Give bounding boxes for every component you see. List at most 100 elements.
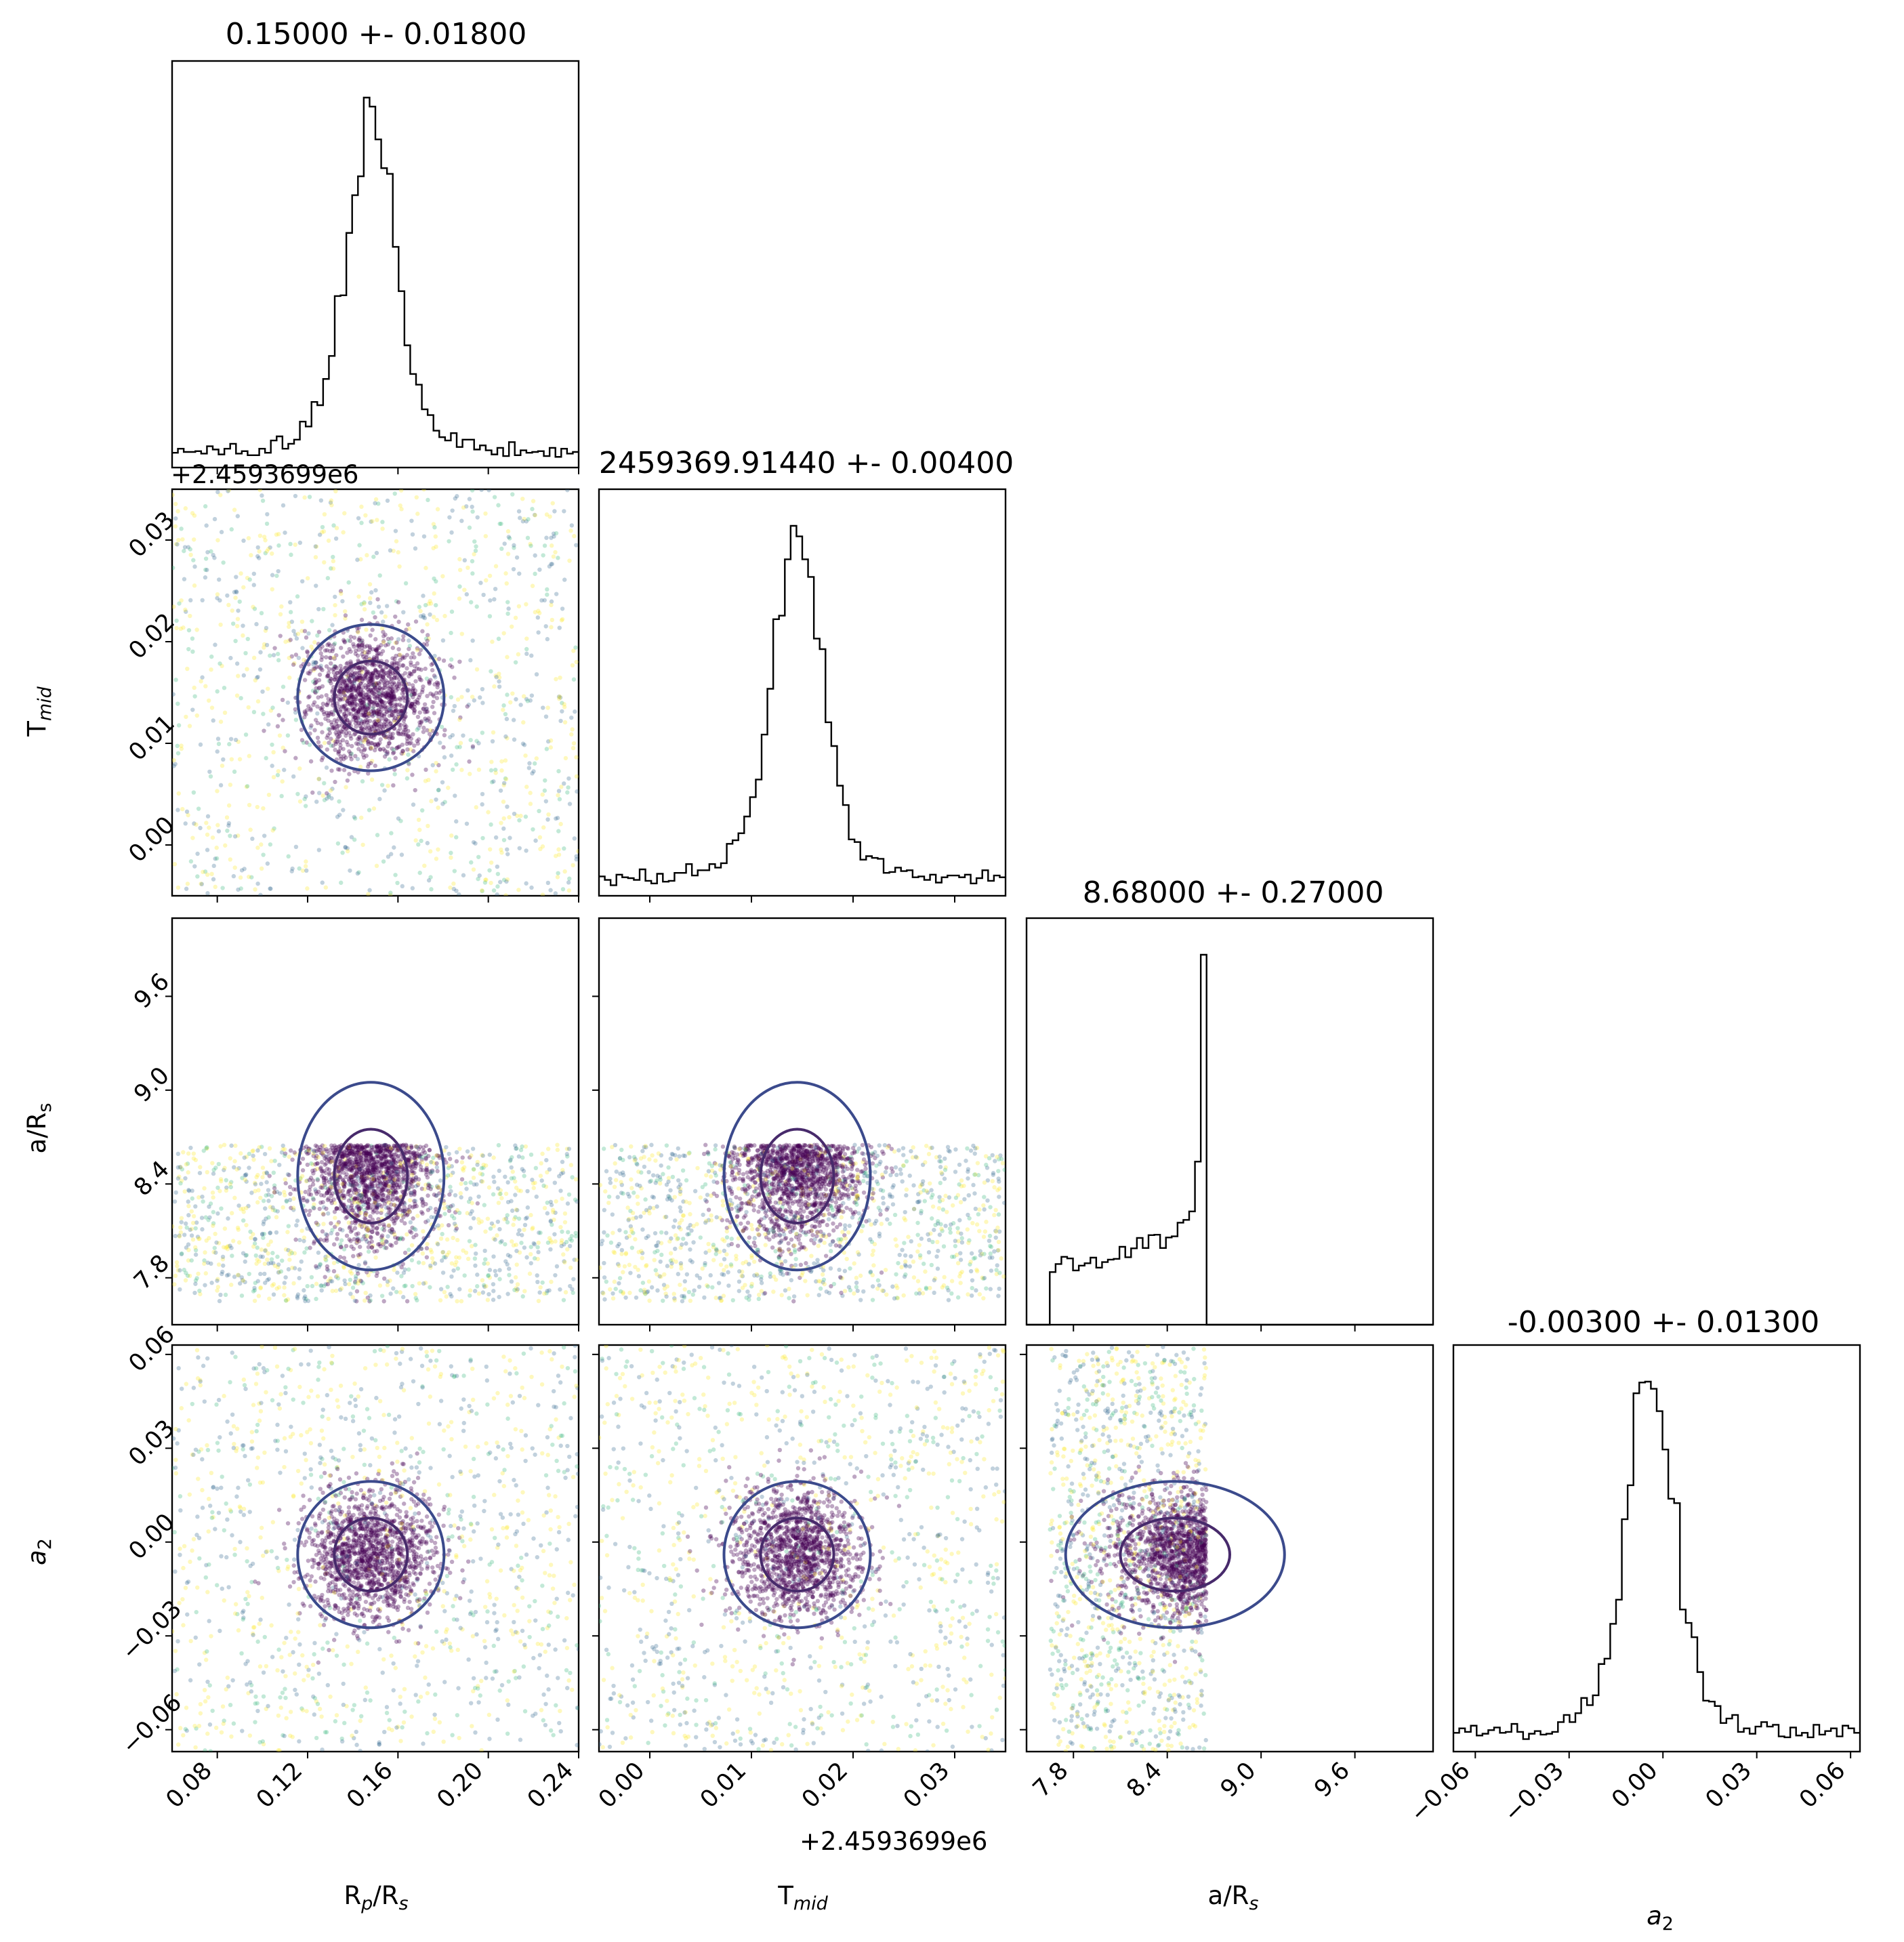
sample-point — [409, 693, 413, 698]
sample-point — [321, 1147, 326, 1152]
sample-point — [326, 641, 331, 646]
sample-point — [373, 669, 378, 674]
sample-point — [400, 749, 406, 753]
sample-point — [231, 1239, 236, 1243]
sample-point — [489, 760, 494, 764]
sample-point — [381, 1299, 386, 1304]
sample-point — [360, 685, 365, 690]
sample-point — [379, 699, 384, 704]
sample-point — [188, 1145, 193, 1151]
sample-point — [528, 791, 533, 796]
sample-point — [387, 741, 392, 746]
sample-point — [405, 1151, 409, 1156]
sample-point — [388, 672, 393, 676]
sample-point — [349, 1203, 354, 1208]
sample-point — [403, 581, 409, 586]
sample-point — [329, 503, 334, 508]
sample-point — [196, 1236, 201, 1241]
sample-point — [375, 675, 380, 680]
sample-point — [522, 1289, 527, 1294]
sample-point — [342, 1256, 347, 1260]
sample-point — [361, 695, 366, 699]
sample-point — [356, 741, 360, 747]
sample-point — [415, 714, 421, 720]
sample-point — [384, 1239, 389, 1244]
sample-point — [459, 632, 464, 636]
sample-point — [517, 818, 522, 823]
sample-point — [276, 532, 281, 537]
sample-point — [318, 1283, 323, 1288]
sample-point — [468, 658, 473, 663]
sample-point — [392, 491, 397, 496]
sample-point — [430, 1170, 435, 1174]
sample-point — [318, 666, 323, 671]
sample-point — [375, 710, 380, 715]
sample-point — [371, 661, 375, 667]
sample-point — [407, 762, 411, 766]
sample-point — [371, 661, 377, 667]
sample-point — [368, 600, 373, 605]
sample-point — [191, 558, 196, 562]
sample-point — [312, 640, 317, 645]
sample-point — [318, 1151, 323, 1155]
sample-point — [417, 667, 421, 672]
sample-point — [436, 1184, 442, 1189]
sample-point — [452, 869, 457, 873]
sample-point — [259, 611, 264, 616]
sample-point — [454, 1159, 459, 1164]
sample-point — [374, 1149, 379, 1154]
sample-point — [292, 661, 297, 666]
sample-point — [515, 1207, 520, 1213]
sample-point — [467, 1155, 472, 1160]
sample-point — [379, 1165, 384, 1170]
sample-point — [355, 1148, 360, 1153]
sample-point — [414, 1233, 419, 1237]
sample-point — [335, 724, 340, 729]
sample-point — [351, 684, 356, 688]
sample-point — [539, 598, 544, 603]
sample-point — [377, 1159, 382, 1164]
sample-point — [523, 753, 528, 758]
sample-point — [295, 1294, 299, 1299]
sample-point — [472, 1167, 476, 1172]
sample-point — [224, 1273, 230, 1278]
sample-point — [357, 693, 363, 697]
sample-point — [465, 688, 470, 693]
sample-point — [427, 732, 432, 737]
sample-point — [329, 1143, 334, 1148]
sample-point — [359, 504, 364, 510]
sample-point — [379, 1294, 385, 1298]
sample-point — [282, 768, 287, 772]
sample-point — [291, 1207, 296, 1212]
sample-point — [375, 708, 381, 713]
sample-point — [512, 1216, 517, 1222]
sample-point — [367, 679, 372, 684]
sample-point — [315, 704, 320, 709]
sample-point — [316, 777, 322, 781]
sample-point — [549, 602, 554, 608]
sample-point — [385, 684, 390, 688]
sample-point — [516, 1232, 521, 1237]
sample-point — [389, 713, 394, 718]
sample-point — [405, 1145, 409, 1151]
sample-point — [440, 1231, 444, 1237]
sample-point — [390, 731, 395, 737]
sample-point — [411, 1216, 415, 1221]
sample-point — [307, 743, 312, 747]
sample-point — [497, 1268, 502, 1273]
sample-point — [364, 1196, 369, 1201]
sample-point — [211, 1168, 216, 1172]
sample-point — [367, 1159, 372, 1163]
sample-point — [380, 690, 385, 696]
sample-point — [487, 1292, 491, 1297]
sample-point — [363, 1260, 368, 1264]
sample-point — [367, 582, 373, 587]
sample-point — [411, 749, 416, 753]
sample-point — [328, 1177, 333, 1182]
sample-point — [374, 709, 379, 714]
sample-point — [459, 1299, 464, 1304]
sample-point — [387, 680, 392, 685]
sample-point — [342, 711, 347, 717]
sample-point — [565, 489, 570, 493]
sample-point — [247, 802, 252, 808]
